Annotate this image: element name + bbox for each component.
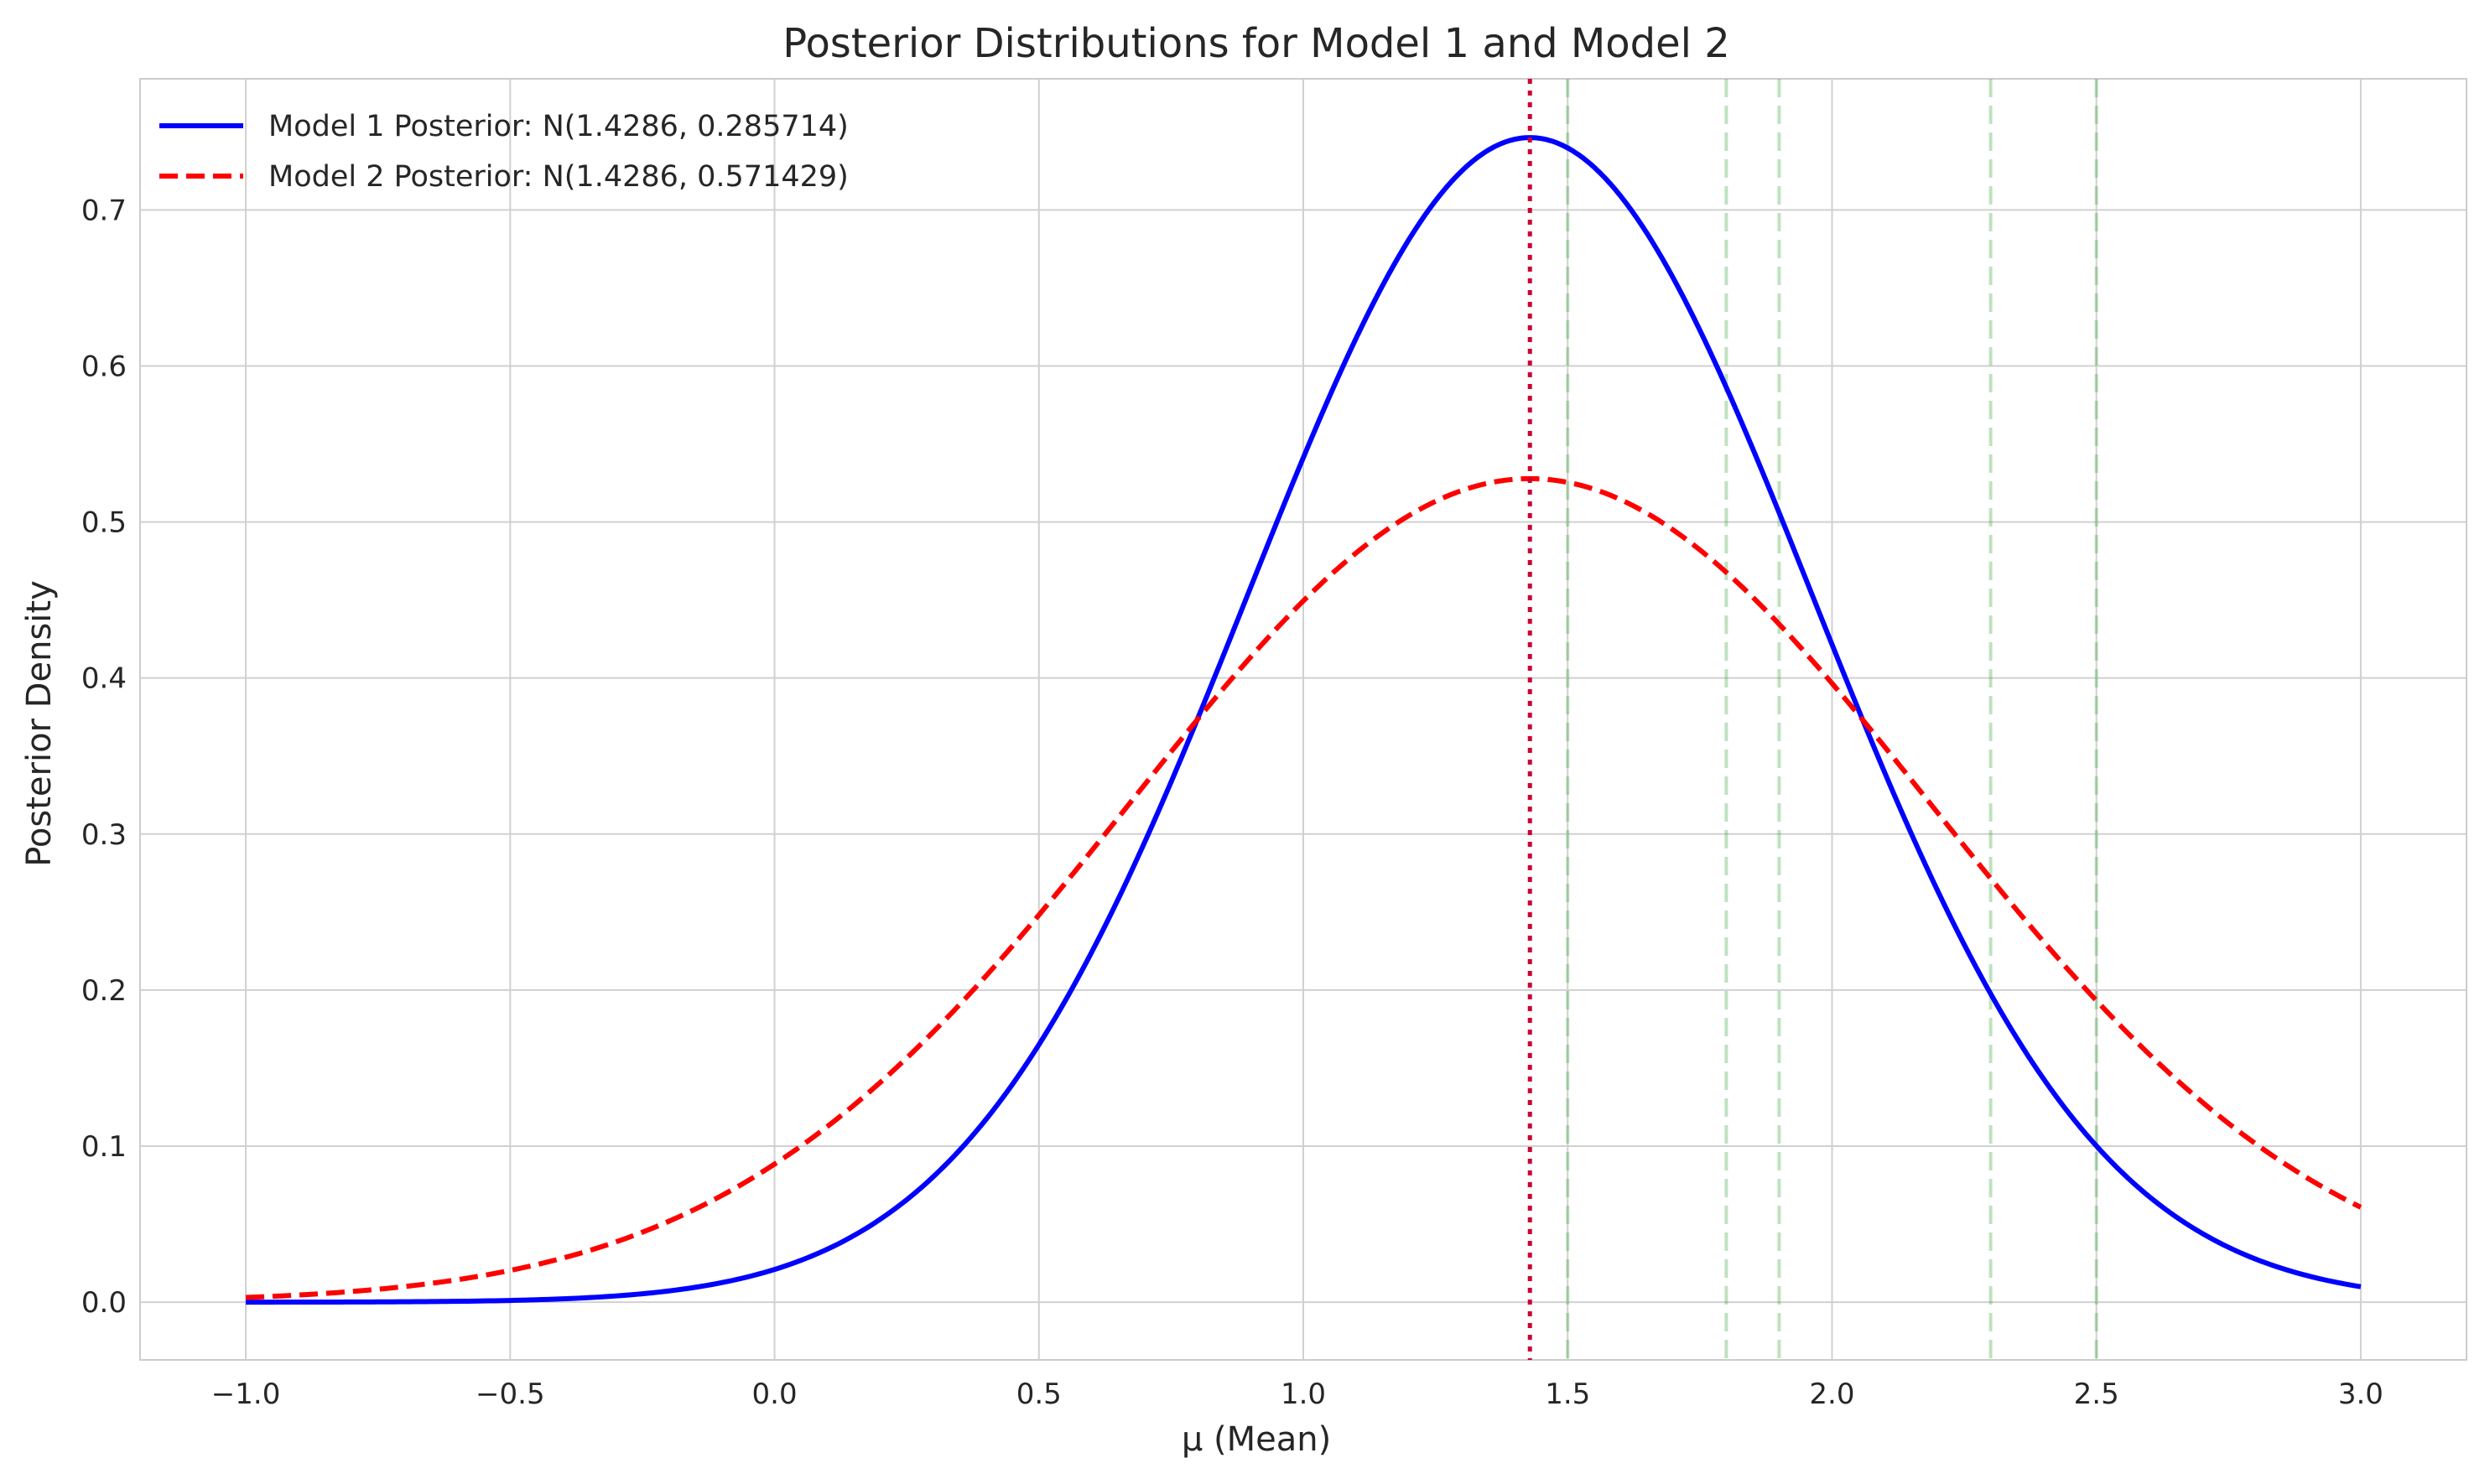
- y-tick-label: 0.1: [81, 1130, 127, 1164]
- chart-title: Posterior Distributions for Model 1 and …: [782, 20, 1730, 67]
- series-line-model-2: [245, 475, 2363, 1300]
- x-tick-label: 0.5: [1016, 1378, 1062, 1411]
- legend: Model 1 Posterior: N(1.4286, 0.285714) M…: [159, 110, 849, 194]
- y-tick-label: 0.0: [81, 1286, 127, 1320]
- x-tick-label: 1.0: [1281, 1378, 1326, 1411]
- y-tick-label: 0.3: [81, 818, 127, 852]
- series-lines: [245, 135, 2363, 1305]
- y-axis-label: Posterior Density: [20, 580, 59, 867]
- x-tick-label: −0.5: [476, 1378, 545, 1411]
- series-line-model-1: [246, 135, 2362, 1305]
- y-tick-labels: 0.0 0.1 0.2 0.3 0.4 0.5 0.6 0.7: [81, 194, 127, 1320]
- x-tick-label: 0.0: [752, 1378, 798, 1411]
- x-tick-labels: −1.0 −0.5 0.0 0.5 1.0 1.5 2.0 2.5 3.0: [211, 1378, 2383, 1411]
- y-tick-label: 0.2: [81, 974, 127, 1008]
- y-tick-label: 0.4: [81, 662, 127, 696]
- x-tick-label: −1.0: [211, 1378, 281, 1411]
- x-tick-label: 2.5: [2074, 1378, 2119, 1411]
- x-axis-label: μ (Mean): [1182, 1420, 1331, 1459]
- x-tick-label: 1.5: [1545, 1378, 1590, 1411]
- legend-label-model-2: Model 2 Posterior: N(1.4286, 0.571429): [268, 160, 849, 194]
- x-tick-label: 3.0: [2338, 1378, 2383, 1411]
- y-tick-label: 0.7: [81, 194, 127, 227]
- x-tick-label: 2.0: [1809, 1378, 1854, 1411]
- y-tick-label: 0.6: [81, 350, 127, 383]
- y-tick-label: 0.5: [81, 506, 127, 540]
- legend-label-model-1: Model 1 Posterior: N(1.4286, 0.285714): [268, 110, 849, 143]
